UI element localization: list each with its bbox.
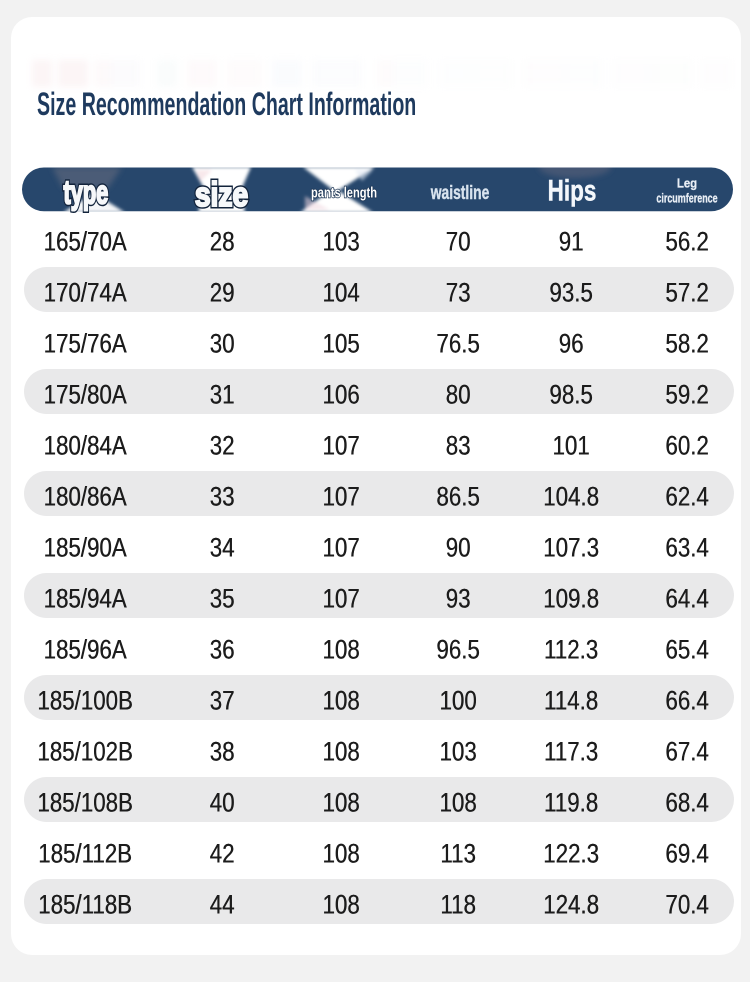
svg-text:waistline: waistline <box>430 182 489 204</box>
svg-text:type: type <box>64 174 109 211</box>
svg-text:Hips: Hips <box>548 174 597 208</box>
svg-text:size: size <box>195 175 248 213</box>
svg-text:circumference: circumference <box>656 192 717 206</box>
svg-text:pants length: pants length <box>311 184 377 201</box>
svg-text:type: type <box>64 174 109 211</box>
svg-text:size: size <box>195 175 248 213</box>
svg-text:Leg: Leg <box>677 176 697 191</box>
